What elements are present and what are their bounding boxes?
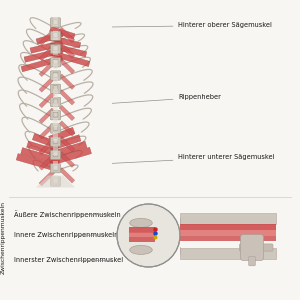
Polygon shape: [50, 35, 81, 48]
Polygon shape: [32, 134, 60, 149]
Polygon shape: [39, 155, 55, 170]
FancyBboxPatch shape: [50, 18, 61, 27]
Polygon shape: [16, 154, 60, 172]
Polygon shape: [39, 124, 55, 139]
FancyBboxPatch shape: [50, 111, 61, 120]
Polygon shape: [49, 127, 75, 142]
Bar: [180, 236, 276, 241]
Bar: [129, 227, 154, 232]
FancyBboxPatch shape: [53, 178, 58, 183]
Polygon shape: [27, 141, 60, 157]
Polygon shape: [50, 50, 90, 67]
Text: Rippenheber: Rippenheber: [112, 94, 221, 103]
Polygon shape: [59, 136, 75, 152]
Polygon shape: [59, 121, 75, 136]
Polygon shape: [39, 61, 55, 76]
FancyBboxPatch shape: [249, 256, 255, 266]
Bar: [53, 118, 58, 127]
Bar: [129, 237, 154, 242]
Polygon shape: [50, 26, 75, 39]
Bar: [53, 74, 58, 83]
FancyBboxPatch shape: [50, 71, 61, 80]
FancyBboxPatch shape: [53, 86, 58, 91]
FancyBboxPatch shape: [50, 84, 61, 93]
Polygon shape: [36, 176, 75, 188]
FancyBboxPatch shape: [53, 139, 58, 144]
Polygon shape: [59, 105, 75, 121]
FancyBboxPatch shape: [50, 97, 61, 106]
Bar: [53, 175, 58, 184]
Polygon shape: [59, 90, 75, 105]
Polygon shape: [50, 43, 87, 57]
Text: Innere Zwischenrippenmuskeln: Innere Zwischenrippenmuskeln: [14, 232, 118, 238]
Bar: [53, 89, 58, 98]
Polygon shape: [24, 48, 63, 62]
Text: Zwischenrippenmuskeln: Zwischenrippenmuskeln: [1, 200, 6, 274]
Bar: [53, 161, 58, 170]
Text: Hinterer unterer Sägemuskel: Hinterer unterer Sägemuskel: [112, 154, 275, 164]
FancyBboxPatch shape: [53, 112, 58, 117]
FancyBboxPatch shape: [53, 46, 58, 51]
Polygon shape: [59, 152, 75, 167]
Bar: [180, 230, 276, 236]
Polygon shape: [39, 170, 55, 186]
Bar: [180, 224, 276, 230]
Polygon shape: [21, 56, 63, 72]
FancyBboxPatch shape: [53, 165, 58, 170]
Ellipse shape: [130, 245, 152, 254]
FancyBboxPatch shape: [50, 44, 61, 54]
Polygon shape: [39, 139, 55, 154]
FancyBboxPatch shape: [50, 124, 61, 133]
Ellipse shape: [130, 218, 152, 227]
Polygon shape: [59, 168, 75, 183]
Bar: [53, 146, 58, 155]
Polygon shape: [49, 147, 92, 166]
Polygon shape: [30, 40, 63, 53]
FancyBboxPatch shape: [262, 244, 273, 251]
Polygon shape: [36, 32, 63, 44]
FancyBboxPatch shape: [50, 177, 61, 186]
FancyBboxPatch shape: [53, 20, 58, 24]
FancyBboxPatch shape: [53, 73, 58, 77]
FancyBboxPatch shape: [239, 244, 250, 251]
FancyBboxPatch shape: [53, 59, 58, 64]
FancyBboxPatch shape: [53, 99, 58, 104]
Polygon shape: [49, 135, 81, 151]
Polygon shape: [59, 43, 75, 58]
Bar: [129, 232, 154, 237]
Polygon shape: [39, 46, 55, 61]
Polygon shape: [39, 77, 55, 92]
FancyBboxPatch shape: [50, 137, 61, 146]
Bar: [53, 103, 58, 112]
FancyBboxPatch shape: [50, 150, 61, 160]
FancyBboxPatch shape: [53, 125, 58, 130]
Polygon shape: [59, 58, 75, 74]
FancyBboxPatch shape: [53, 33, 58, 38]
Polygon shape: [59, 27, 75, 43]
Bar: [53, 46, 58, 55]
FancyBboxPatch shape: [50, 31, 61, 40]
Circle shape: [117, 204, 180, 267]
Polygon shape: [39, 92, 55, 108]
Polygon shape: [21, 148, 60, 165]
Polygon shape: [49, 141, 87, 158]
Text: Innerster Zwischenrippenmuskel: Innerster Zwischenrippenmuskel: [14, 257, 123, 263]
Polygon shape: [59, 74, 75, 89]
Polygon shape: [39, 30, 55, 45]
FancyBboxPatch shape: [53, 152, 58, 157]
FancyBboxPatch shape: [241, 235, 263, 260]
Bar: [53, 17, 58, 26]
Bar: [53, 60, 58, 69]
Polygon shape: [39, 108, 55, 123]
FancyBboxPatch shape: [50, 58, 61, 67]
FancyBboxPatch shape: [50, 164, 61, 173]
Bar: [53, 132, 58, 141]
Text: Hinterer oberer Sägemuskel: Hinterer oberer Sägemuskel: [112, 22, 272, 28]
Text: Äußere Zwischenrippenmuskeln: Äußere Zwischenrippenmuskeln: [14, 211, 120, 218]
Bar: [53, 31, 58, 40]
